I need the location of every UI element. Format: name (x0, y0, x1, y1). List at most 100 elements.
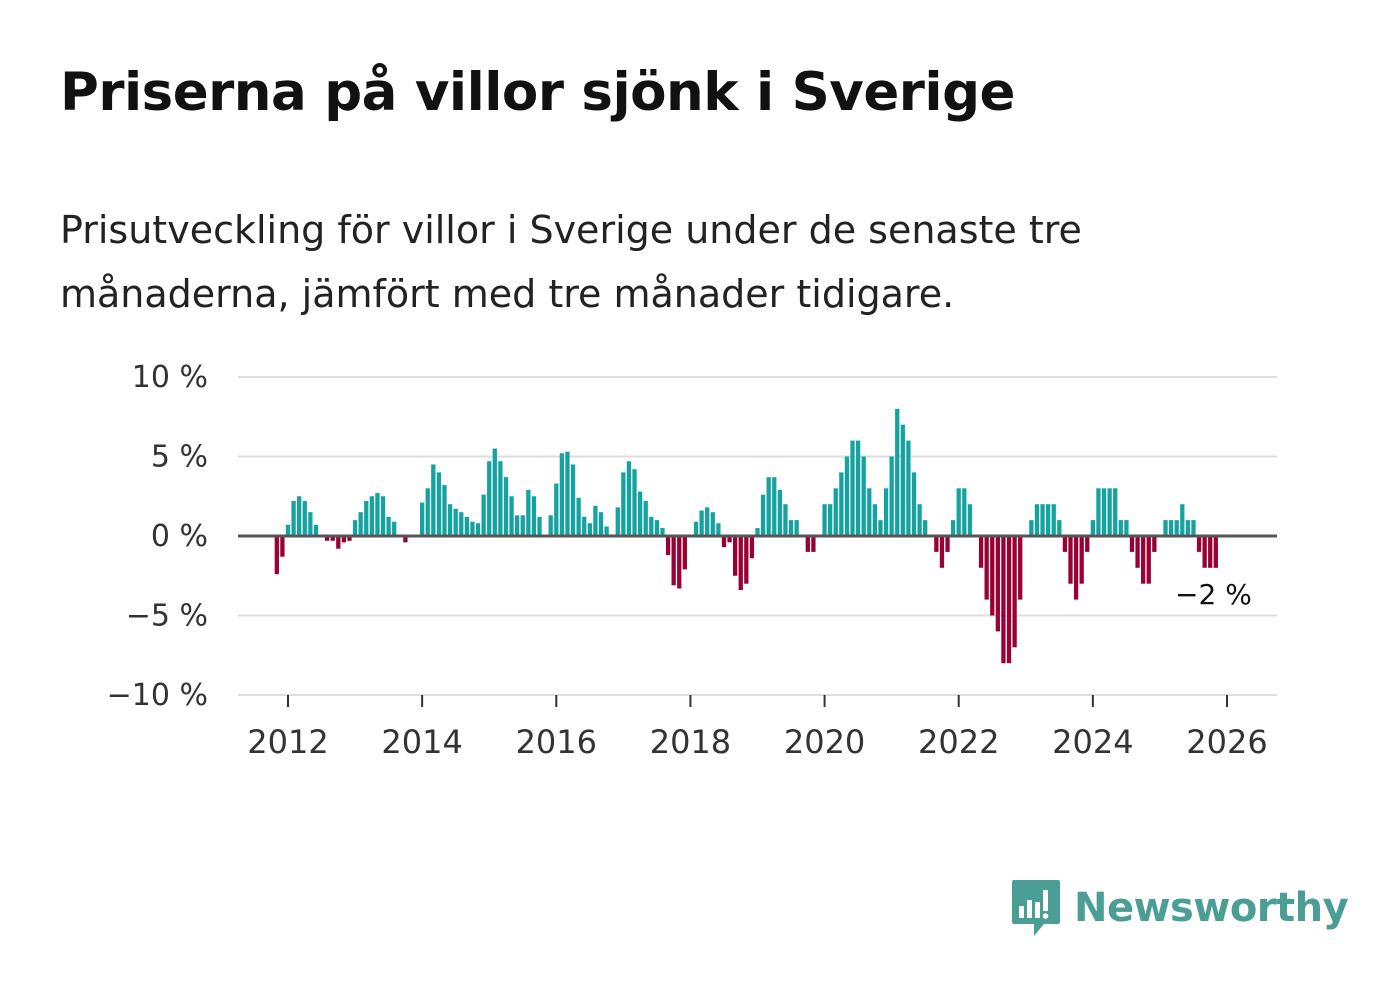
bar (380, 496, 386, 536)
newsworthy-logo: Newsworthy (1010, 878, 1349, 938)
bar (576, 497, 581, 536)
x-tick-label: 2018 (650, 723, 731, 761)
bar (1152, 536, 1157, 552)
bar (570, 464, 576, 536)
bar (1034, 504, 1040, 536)
bar (1045, 504, 1051, 536)
bar (889, 456, 894, 536)
bar (436, 472, 442, 536)
bar (302, 501, 307, 536)
bar (1180, 504, 1185, 536)
bar (358, 512, 363, 536)
bar (939, 536, 945, 568)
bar (1129, 536, 1135, 552)
bar (861, 456, 866, 536)
bar (352, 520, 358, 536)
bar (1174, 520, 1179, 536)
bar (833, 488, 838, 536)
bar (906, 440, 911, 536)
bar (772, 477, 777, 536)
bar (744, 536, 749, 584)
bar (1001, 536, 1006, 664)
x-tick-label: 2026 (1186, 723, 1267, 761)
bar (1168, 520, 1174, 536)
bar (911, 472, 917, 536)
bar (364, 501, 369, 536)
bar (324, 536, 330, 541)
bar (336, 536, 341, 549)
bar (895, 408, 900, 536)
bar (297, 496, 302, 536)
bar (470, 521, 475, 536)
bar (1185, 520, 1191, 536)
bar (766, 477, 771, 536)
bar (604, 526, 609, 536)
bar (1107, 488, 1112, 536)
bar (811, 536, 816, 552)
bar (867, 488, 872, 536)
bar (632, 469, 637, 536)
newsworthy-logo-text: Newsworthy (1074, 885, 1349, 931)
bar (1018, 536, 1023, 600)
bar (699, 510, 704, 536)
bar (682, 536, 687, 570)
bar (1062, 536, 1068, 552)
x-tick-label: 2022 (918, 723, 999, 761)
bar (1051, 504, 1056, 536)
bar (503, 477, 509, 536)
bar (1012, 536, 1017, 648)
bar (1141, 536, 1146, 584)
bars (274, 408, 1218, 664)
bar (917, 504, 922, 536)
x-tick-label: 2024 (1052, 723, 1133, 761)
x-tick-label: 2016 (516, 723, 597, 761)
y-tick-label: −5 % (126, 599, 208, 634)
bar (419, 502, 425, 536)
bar (1146, 536, 1151, 584)
bar (626, 461, 632, 536)
bar (665, 536, 671, 556)
bar (872, 504, 878, 536)
bar (788, 520, 794, 536)
chart-title: Priserna på villor sjönk i Sverige (60, 62, 1015, 123)
bar (498, 461, 503, 536)
bar (548, 515, 553, 536)
bar (883, 488, 889, 536)
bar (442, 485, 447, 536)
bar (732, 536, 738, 576)
bar (693, 521, 699, 536)
bar (1213, 536, 1218, 568)
bar (721, 536, 727, 548)
y-tick-label: 0 % (151, 519, 208, 554)
bar (475, 523, 481, 536)
bar (1118, 520, 1123, 536)
bar (330, 536, 335, 541)
bar (487, 461, 492, 536)
labels: 10 % 5 % 0 % −5 % −10 % 2012 2014 2016 2018 2020 2… (107, 360, 1268, 761)
bar (291, 501, 296, 536)
bar (1135, 536, 1140, 568)
bar (386, 516, 391, 536)
bar (559, 453, 565, 536)
bar (459, 512, 464, 536)
bar (934, 536, 939, 552)
bar (1068, 536, 1073, 584)
bar (587, 523, 592, 536)
bar (369, 496, 374, 536)
bar (805, 536, 810, 552)
bar (783, 504, 788, 536)
bar (710, 512, 715, 536)
bar (671, 536, 676, 586)
bar (962, 488, 967, 536)
y-tick-label: 10 % (132, 360, 208, 395)
bar (347, 536, 352, 541)
bar (520, 515, 525, 536)
bar (1124, 520, 1129, 536)
bar (615, 507, 620, 536)
bar (777, 489, 783, 536)
bar (654, 520, 660, 536)
bar (995, 536, 1000, 632)
bar (844, 456, 850, 536)
bar (285, 524, 291, 536)
bar (565, 451, 570, 536)
